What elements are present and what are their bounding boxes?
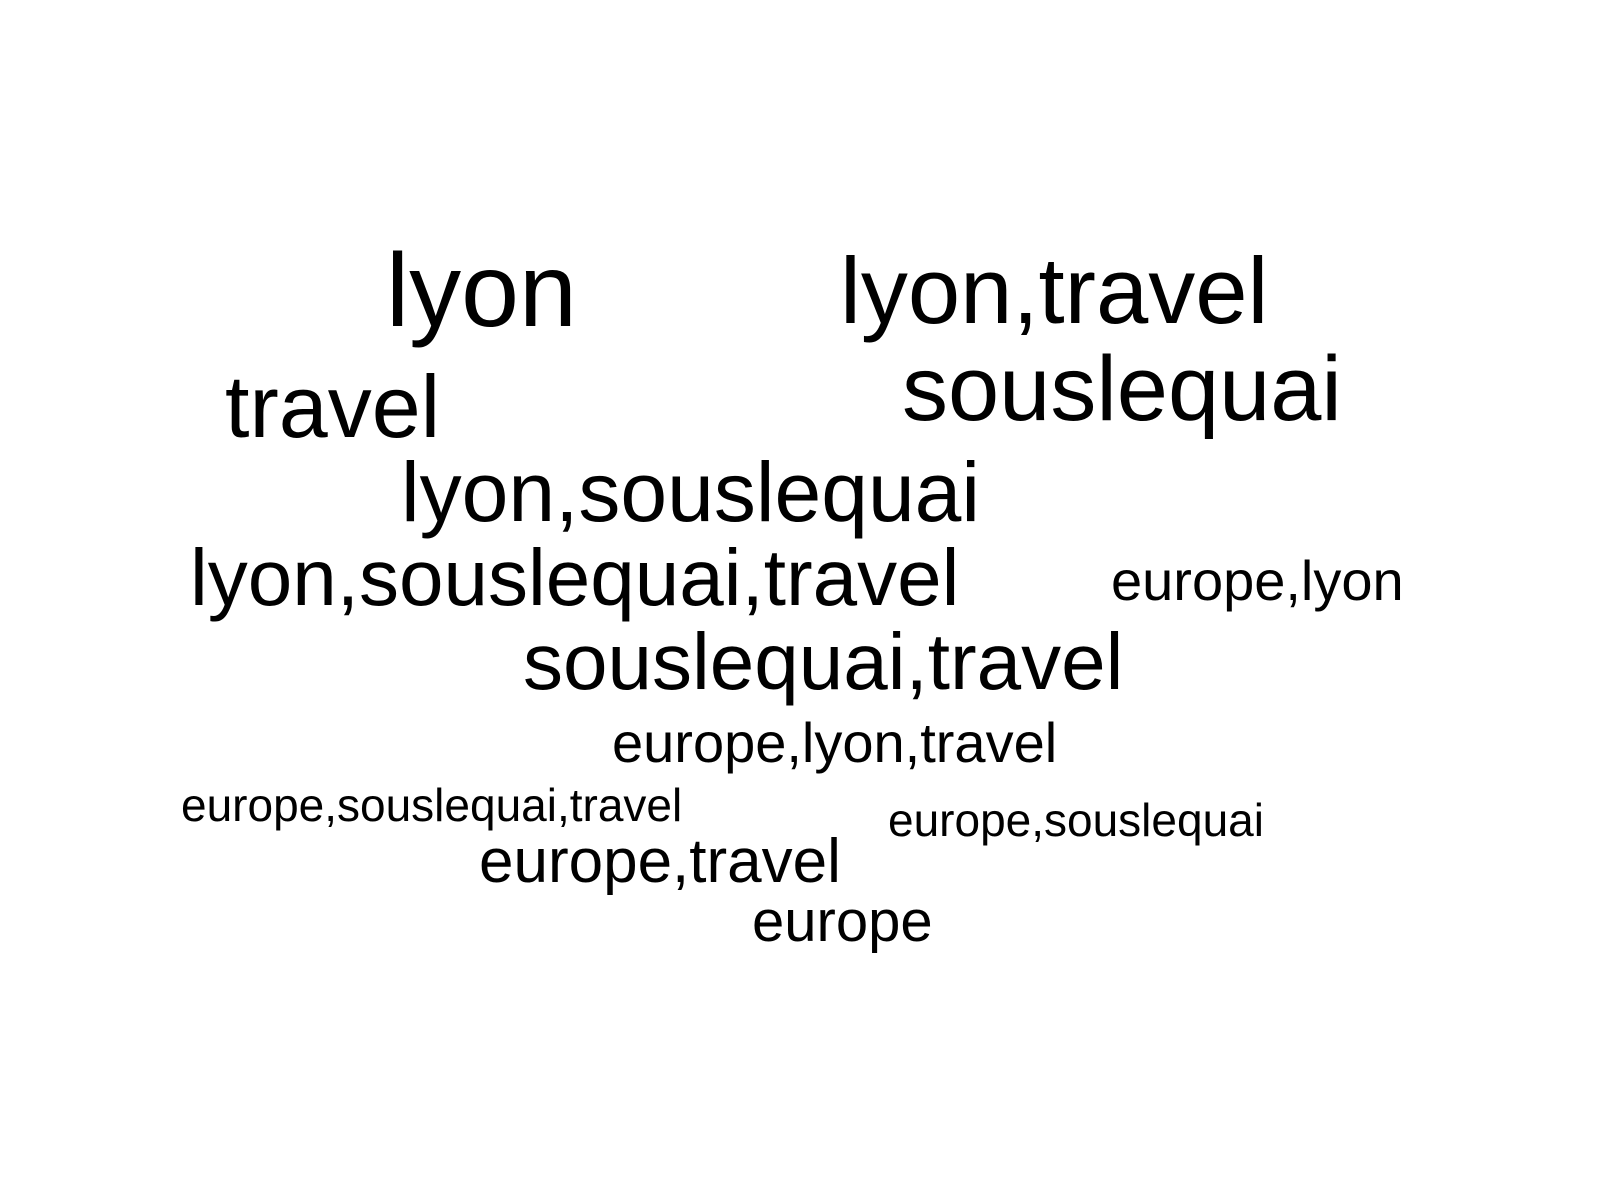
word-travel: travel: [225, 357, 441, 456]
word-lyon: lyon: [386, 233, 577, 349]
word-souslequai: souslequai: [902, 338, 1342, 440]
word-europe-lyon-travel: europe,lyon,travel: [612, 711, 1058, 774]
word-europe-souslequai-travel: europe,souslequai,travel: [181, 779, 683, 831]
word-lyon-travel: lyon,travel: [840, 238, 1269, 343]
word-europe: europe: [752, 889, 933, 954]
word-souslequai-travel: souslequai,travel: [523, 617, 1124, 706]
word-europe-souslequai: europe,souslequai: [888, 794, 1264, 846]
word-europe-lyon: europe,lyon: [1111, 549, 1404, 612]
word-europe-travel: europe,travel: [479, 827, 841, 896]
word-lyon-souslequai-travel: lyon,souslequai,travel: [190, 533, 960, 622]
word-lyon-souslequai: lyon,souslequai: [401, 445, 981, 539]
